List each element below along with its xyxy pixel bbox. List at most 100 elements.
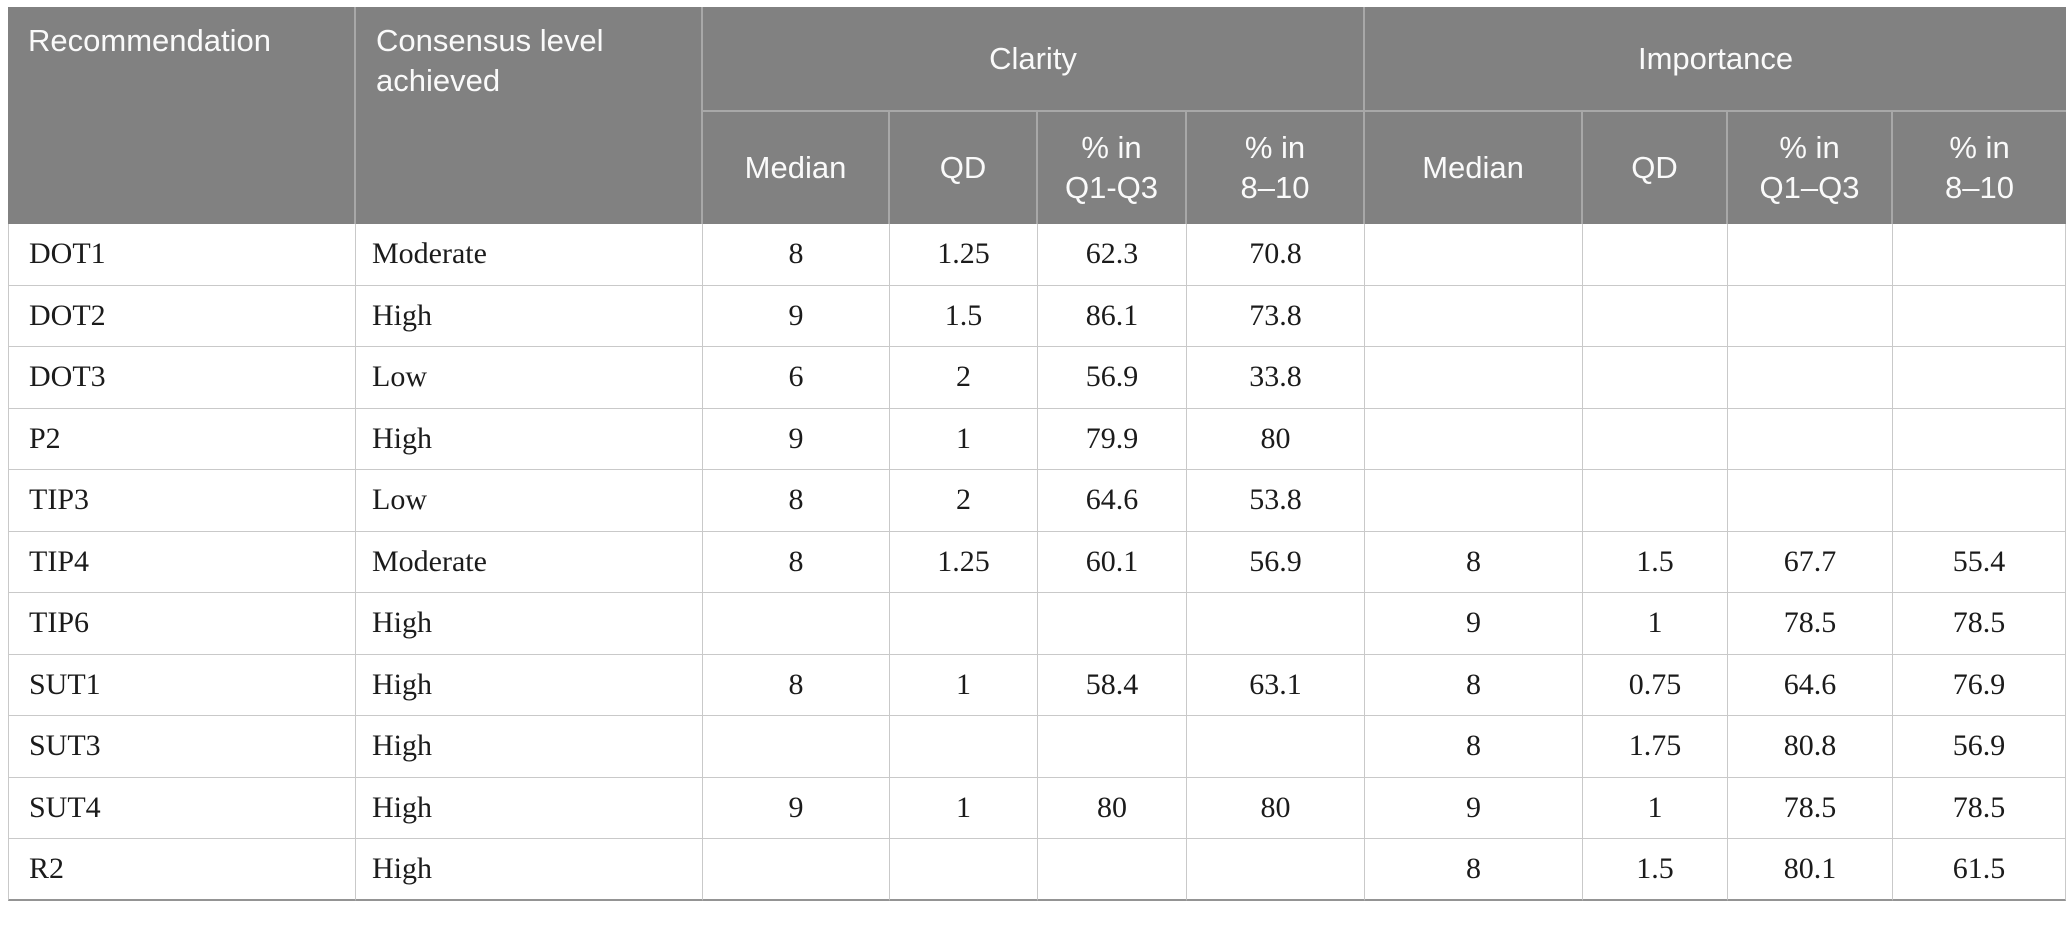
cell-clarity-pct-8-10: 33.8 <box>1187 347 1366 409</box>
cell-consensus-level: High <box>356 777 703 839</box>
cell-clarity-pct-q1-q3 <box>1038 593 1187 655</box>
cell-clarity-qd: 1.25 <box>890 224 1038 286</box>
cell-clarity-median: 9 <box>703 408 890 470</box>
cell-clarity-qd: 1.25 <box>890 531 1038 593</box>
cell-importance-median: 9 <box>1365 593 1584 655</box>
cell-clarity-pct-8-10: 56.9 <box>1187 531 1366 593</box>
cell-recommendation: SUT4 <box>8 777 356 839</box>
cell-recommendation: TIP3 <box>8 470 356 532</box>
cell-importance-qd <box>1583 347 1729 409</box>
cell-clarity-pct-q1-q3: 64.6 <box>1038 470 1187 532</box>
cell-importance-pct-q1-q3 <box>1728 347 1894 409</box>
cell-clarity-pct-q1-q3: 79.9 <box>1038 408 1187 470</box>
cell-importance-median <box>1365 408 1584 470</box>
table-row: DOT3 Low 6 2 56.9 33.8 <box>8 347 2067 409</box>
cell-importance-pct-q1-q3: 67.7 <box>1728 531 1894 593</box>
cell-recommendation: DOT1 <box>8 224 356 286</box>
cell-importance-pct-q1-q3: 80.1 <box>1728 839 1894 901</box>
cell-clarity-median: 9 <box>703 285 890 347</box>
cell-consensus-level: Moderate <box>356 224 703 286</box>
cell-importance-qd: 0.75 <box>1583 654 1729 716</box>
cell-importance-pct-8-10 <box>1893 470 2067 532</box>
cell-clarity-qd: 1 <box>890 777 1038 839</box>
cell-clarity-pct-q1-q3: 62.3 <box>1038 224 1187 286</box>
cell-importance-pct-q1-q3: 78.5 <box>1728 593 1894 655</box>
cell-clarity-median <box>703 716 890 778</box>
column-header-recommendation: Recommendation <box>8 7 356 224</box>
cell-clarity-median <box>703 839 890 901</box>
cell-clarity-qd: 1 <box>890 408 1038 470</box>
cell-importance-qd: 1 <box>1583 593 1729 655</box>
table-row: TIP6 High 9 1 78.5 78.5 <box>8 593 2067 655</box>
cell-importance-qd <box>1583 470 1729 532</box>
cell-importance-qd <box>1583 224 1729 286</box>
cell-importance-pct-8-10 <box>1893 224 2067 286</box>
cell-clarity-pct-q1-q3: 80 <box>1038 777 1187 839</box>
cell-clarity-pct-8-10: 80 <box>1187 777 1366 839</box>
table-row: P2 High 9 1 79.9 80 <box>8 408 2067 470</box>
cell-importance-qd <box>1583 408 1729 470</box>
cell-clarity-pct-8-10: 73.8 <box>1187 285 1366 347</box>
cell-recommendation: DOT3 <box>8 347 356 409</box>
consensus-results-table: Recommendation Consensus level achieved … <box>8 7 2067 901</box>
cell-importance-pct-8-10: 61.5 <box>1893 839 2067 901</box>
cell-clarity-qd: 2 <box>890 347 1038 409</box>
cell-importance-pct-q1-q3 <box>1728 224 1894 286</box>
cell-recommendation: SUT1 <box>8 654 356 716</box>
cell-recommendation: TIP4 <box>8 531 356 593</box>
subheader-clarity-pct-q1-q3: % in Q1-Q3 <box>1038 112 1187 224</box>
table-row: TIP4 Moderate 8 1.25 60.1 56.9 8 1.5 67.7 55.4 <box>8 531 2067 593</box>
table-row: SUT4 High 9 1 80 80 9 1 78.5 78.5 <box>8 777 2067 839</box>
cell-importance-pct-8-10: 76.9 <box>1893 654 2067 716</box>
cell-consensus-level: Moderate <box>356 531 703 593</box>
cell-clarity-pct-q1-q3: 86.1 <box>1038 285 1187 347</box>
cell-recommendation: R2 <box>8 839 356 901</box>
cell-consensus-level: High <box>356 654 703 716</box>
cell-clarity-pct-q1-q3: 56.9 <box>1038 347 1187 409</box>
cell-importance-pct-q1-q3 <box>1728 408 1894 470</box>
consensus-results-table-wrap: Recommendation Consensus level achieved … <box>8 7 2067 901</box>
cell-clarity-pct-q1-q3 <box>1038 716 1187 778</box>
cell-clarity-qd <box>890 593 1038 655</box>
table-row: SUT3 High 8 1.75 80.8 56.9 <box>8 716 2067 778</box>
cell-clarity-pct-8-10 <box>1187 593 1366 655</box>
cell-importance-pct-8-10: 56.9 <box>1893 716 2067 778</box>
cell-importance-pct-q1-q3: 80.8 <box>1728 716 1894 778</box>
table-row: R2 High 8 1.5 80.1 61.5 <box>8 839 2067 901</box>
cell-importance-median: 8 <box>1365 716 1584 778</box>
cell-recommendation: TIP6 <box>8 593 356 655</box>
cell-clarity-median: 8 <box>703 470 890 532</box>
cell-clarity-pct-8-10: 70.8 <box>1187 224 1366 286</box>
cell-importance-pct-q1-q3: 64.6 <box>1728 654 1894 716</box>
cell-consensus-level: High <box>356 285 703 347</box>
cell-clarity-median: 9 <box>703 777 890 839</box>
cell-importance-pct-q1-q3: 78.5 <box>1728 777 1894 839</box>
subheader-importance-pct-8-10: % in 8–10 <box>1893 112 2067 224</box>
column-group-clarity: Clarity <box>703 7 1366 112</box>
cell-importance-median <box>1365 285 1584 347</box>
cell-importance-median <box>1365 224 1584 286</box>
subheader-importance-pct-q1-q3: % in Q1–Q3 <box>1728 112 1894 224</box>
cell-consensus-level: Low <box>356 347 703 409</box>
table-row: TIP3 Low 8 2 64.6 53.8 <box>8 470 2067 532</box>
cell-importance-qd: 1.75 <box>1583 716 1729 778</box>
header-row-subcolumns: Median QD % in Q1-Q3 % in 8–10 Median QD… <box>8 112 2067 224</box>
cell-importance-pct-8-10: 78.5 <box>1893 593 2067 655</box>
cell-clarity-median: 8 <box>703 531 890 593</box>
cell-importance-median: 9 <box>1365 777 1584 839</box>
column-group-importance: Importance <box>1365 7 2067 112</box>
subheader-clarity-median: Median <box>703 112 890 224</box>
cell-clarity-median: 8 <box>703 224 890 286</box>
cell-clarity-pct-q1-q3: 60.1 <box>1038 531 1187 593</box>
cell-importance-median: 8 <box>1365 839 1584 901</box>
cell-importance-median <box>1365 470 1584 532</box>
cell-importance-pct-8-10 <box>1893 347 2067 409</box>
cell-clarity-pct-8-10 <box>1187 839 1366 901</box>
cell-consensus-level: High <box>356 839 703 901</box>
cell-importance-pct-q1-q3 <box>1728 285 1894 347</box>
subheader-clarity-pct-8-10: % in 8–10 <box>1187 112 1366 224</box>
cell-clarity-pct-8-10: 80 <box>1187 408 1366 470</box>
table-row: DOT2 High 9 1.5 86.1 73.8 <box>8 285 2067 347</box>
column-header-consensus-level: Consensus level achieved <box>356 7 703 224</box>
cell-clarity-qd <box>890 716 1038 778</box>
